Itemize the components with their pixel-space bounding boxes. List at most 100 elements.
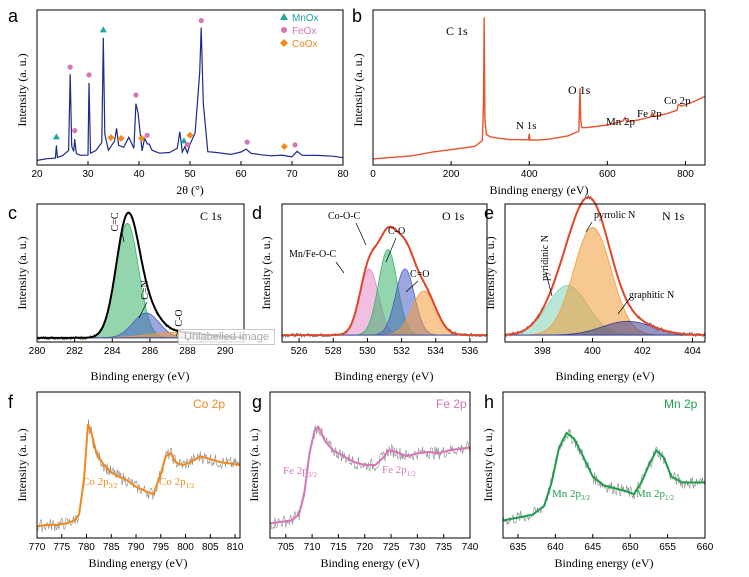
annotation-fe2p32: Fe 2p3/2: [283, 465, 317, 479]
annotation-fe2p12: Fe 2p1/2: [382, 464, 416, 478]
panel-a-legend: MnOx FeOx CoOx: [280, 13, 319, 50]
peak-marker-feox: [86, 72, 92, 78]
panel-label-g: g: [252, 392, 262, 412]
leader-c-cn: [138, 301, 148, 319]
panel-f-xtick-label: 780: [78, 542, 95, 553]
panel-g-series-0: [269, 425, 471, 525]
panel-b-xtick-label: 800: [677, 169, 694, 180]
label-c-co: C-O: [174, 309, 185, 326]
panel-f-raw-data: [36, 419, 241, 533]
panel-c-xtick-label: 290: [217, 346, 234, 357]
panel-d-ylabel: Intensity (a. u.): [259, 236, 273, 309]
panel-b-xlabel: Binding energy (eV): [489, 183, 588, 197]
panel-h-xtick-label: 650: [622, 542, 639, 553]
panel-h-xtick-label: 640: [547, 542, 564, 553]
label-d-cooc: Co-O-C: [328, 211, 361, 222]
annotation-fe2p: Fe 2p: [637, 108, 662, 120]
panel-f-xtick-label: 770: [29, 542, 46, 553]
peak-marker-coox: [117, 134, 125, 142]
label-e-pyridinic: pyridinic N: [540, 235, 551, 281]
peak-marker-feox: [292, 142, 298, 148]
panel-b-xtick-label: 0: [370, 169, 376, 180]
legend-marker-feox: [281, 27, 287, 33]
leader-d-cooc: [355, 222, 367, 246]
panel-f: f 770 775 780 785 790 795 800 805 810 Co 2p Bind…: [8, 391, 244, 570]
panel-e-plot: 398 400 402 404: [504, 195, 706, 357]
image-tooltip: Unlabelled image: [178, 329, 275, 345]
label-d-ceqo: C=O: [410, 269, 430, 280]
panel-label-f: f: [8, 392, 14, 412]
panel-a-xtick-label: 20: [31, 169, 43, 180]
peak-marker-mnox: [180, 137, 188, 144]
panel-e-envelope: [505, 196, 705, 336]
peak-marker-feox: [244, 139, 250, 145]
peak-marker-coox: [186, 131, 194, 139]
panel-d-xtick-label: 532: [393, 346, 410, 357]
annotation-co2p: Co 2p: [664, 95, 691, 107]
panel-d-title: O 1s: [442, 209, 465, 223]
panel-g-xtick-label: 715: [330, 542, 347, 553]
panel-a-xtick-label: 60: [235, 169, 247, 180]
panel-g-xlabel: Binding energy (eV): [320, 556, 419, 570]
peak-marker-mnox: [99, 26, 107, 33]
panel-g-xtick-label: 735: [435, 542, 452, 553]
leader-d-ceqo: [405, 280, 419, 293]
panel-c-xtick-label: 288: [179, 346, 196, 357]
legend-label-coox: CoOx: [292, 39, 318, 50]
panel-a-xtick-label: 30: [82, 169, 94, 180]
panel-g-xtick-label: 730: [409, 542, 426, 553]
leader-d-mnfeoc: [335, 261, 345, 274]
panel-d-xtick-label: 528: [325, 346, 342, 357]
panel-label-e: e: [484, 203, 494, 223]
peak-marker-feox: [133, 92, 139, 98]
leader-d-co: [385, 237, 397, 263]
panel-b-frame: [372, 9, 706, 166]
panel-f-xtick-label: 795: [152, 542, 169, 553]
panel-a-xtick-label: 50: [184, 169, 196, 180]
panel-f-plot: 770 775 780 785 790 795 800 805 810: [29, 419, 244, 553]
panel-d-xtick-label: 530: [359, 346, 376, 357]
panel-g: g 705 710 715 720 725 730 735 740 Fe 2p Binding…: [247, 391, 479, 570]
panel-g-xtick-label: 740: [462, 542, 479, 553]
panel-b-series-0: [372, 17, 706, 160]
peak-marker-coox: [107, 134, 115, 142]
panel-a-plot: 20 30 40 50 60 70 80: [31, 18, 349, 180]
panel-d-xtick-label: 534: [427, 346, 444, 357]
panel-d-xtick-label: 526: [291, 346, 308, 357]
panel-c-xlabel: Binding energy (eV): [90, 369, 189, 383]
panel-g-ylabel: Intensity (a. u.): [247, 428, 261, 501]
peak-marker-feox: [198, 18, 204, 24]
panel-e-xtick-label: 402: [634, 346, 651, 357]
panel-f-ylabel: Intensity (a. u.): [15, 428, 29, 501]
panel-label-h: h: [484, 392, 494, 412]
panel-f-series-0: [36, 423, 241, 528]
panel-c-xtick-label: 282: [66, 346, 83, 357]
panel-b-ylabel: Intensity (a. u.): [351, 53, 365, 126]
annotation-mn2p: Mn 2p: [606, 116, 636, 128]
panel-h-xtick-label: 635: [510, 542, 527, 553]
panel-e-xlabel: Binding energy (eV): [555, 369, 654, 383]
panel-b-xtick-label: 200: [443, 169, 460, 180]
legend-label-feox: FeOx: [292, 26, 316, 37]
label-d-co: C-O: [388, 226, 405, 237]
panel-c-frame: [36, 203, 245, 343]
panel-h-plot: 635 640 645 650 655 660: [502, 428, 714, 553]
panel-g-frame: [269, 391, 471, 539]
panel-f-xtick-label: 805: [202, 542, 219, 553]
panel-h-series-0: [502, 431, 705, 522]
panel-f-xtick-label: 800: [177, 542, 194, 553]
label-d-mnfeoc: Mn/Fe-O-C: [289, 249, 337, 260]
peak-marker-feox: [72, 128, 78, 134]
panel-h-title: Mn 2p: [664, 397, 698, 411]
panel-h-xtick-label: 660: [697, 542, 714, 553]
peak-marker-coox: [280, 143, 288, 151]
panel-a-xtick-label: 80: [337, 169, 349, 180]
panel-d: d 526 528 530 532 534 536 O 1s Binding energy…: [252, 203, 488, 383]
panel-e-title: N 1s: [662, 209, 685, 223]
panel-b-xtick-label: 400: [521, 169, 538, 180]
annotation-mn2p12: Mn 2p1/2: [636, 488, 674, 502]
peak-marker-mnox: [52, 133, 60, 140]
peak-marker-feox: [67, 64, 73, 70]
panel-a-ylabel: Intensity (a. u.): [15, 53, 29, 126]
panel-e: e 398 400 402 404 N 1s Binding energy (eV) …: [483, 195, 706, 383]
